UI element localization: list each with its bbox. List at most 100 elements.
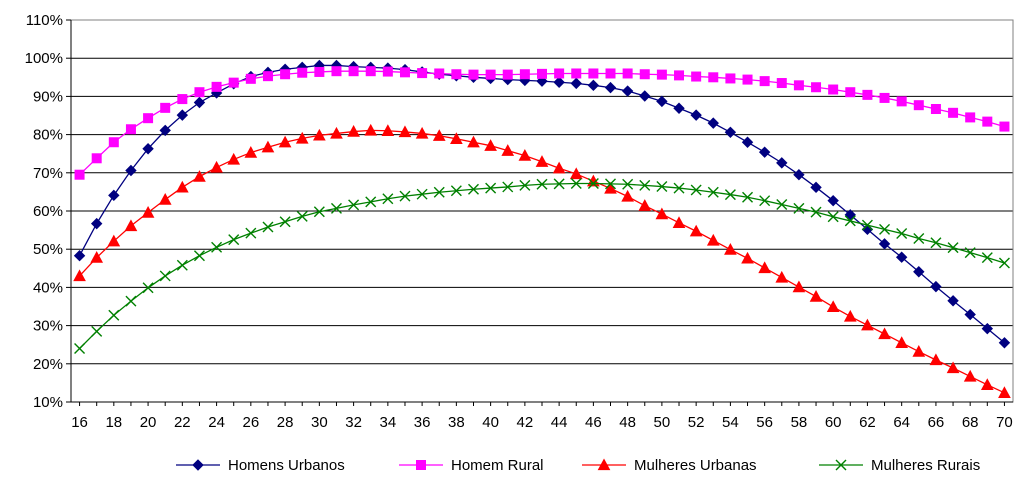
x-marker-stroke: [399, 190, 411, 202]
data-point: [621, 189, 634, 202]
y-tick-label: 30%: [33, 318, 63, 335]
data-point: [809, 290, 823, 302]
data-point: [792, 280, 806, 293]
data-point: [415, 126, 429, 139]
data-point: [570, 77, 582, 90]
data-point: [519, 179, 531, 191]
data-point: [742, 191, 754, 203]
data-point: [74, 343, 86, 355]
y-tick-label: 100%: [25, 50, 63, 67]
data-point: [656, 95, 668, 108]
data-point: [706, 233, 720, 246]
data-point: [673, 182, 685, 194]
x-marker-stroke: [844, 215, 856, 227]
legend-item: Mulheres Rurais: [819, 457, 980, 474]
data-point: [621, 85, 634, 97]
x-tick-label: 54: [722, 414, 739, 431]
x-tick-label: 66: [928, 414, 945, 431]
x-tick-label: 22: [174, 414, 191, 431]
data-point: [467, 135, 480, 148]
data-point: [330, 202, 342, 214]
x-tick-label: 20: [140, 414, 157, 431]
data-point: [74, 169, 85, 180]
data-point: [776, 157, 788, 169]
x-marker-stroke: [142, 282, 154, 294]
data-point: [588, 68, 599, 79]
x-tick-label: 48: [619, 414, 636, 431]
data-point: [741, 251, 754, 264]
data-point: [690, 184, 702, 196]
x-marker-stroke: [313, 206, 325, 218]
x-marker-stroke: [673, 182, 685, 194]
data-point: [537, 68, 547, 79]
data-point: [844, 209, 856, 221]
data-point: [741, 136, 754, 148]
data-point: [107, 234, 121, 247]
data-point: [278, 135, 292, 148]
data-point: [468, 69, 479, 80]
x-tick-label: 58: [791, 414, 808, 431]
data-point: [262, 221, 274, 233]
data-point: [963, 369, 977, 382]
data-point: [245, 227, 257, 239]
data-point: [347, 124, 360, 137]
data-point: [724, 189, 736, 201]
x-marker-stroke: [622, 178, 634, 190]
x-marker-stroke: [279, 216, 291, 228]
data-point: [929, 353, 943, 366]
x-marker-stroke: [296, 210, 308, 222]
x-tick-label: 68: [962, 414, 979, 431]
data-point: [793, 169, 805, 181]
x-tick-label: 18: [105, 414, 122, 431]
legend: Homens Urbanos Homem Rural Mulheres Urbana…: [176, 457, 980, 474]
data-point: [432, 129, 446, 141]
data-point: [998, 257, 1010, 269]
series-homens-urbanos: [73, 59, 1011, 349]
data-point: [382, 193, 394, 205]
data-point: [262, 71, 273, 82]
data-point: [656, 181, 668, 193]
data-point: [451, 69, 462, 80]
data-point: [827, 211, 839, 223]
data-point: [998, 337, 1011, 349]
data-point: [485, 182, 497, 194]
data-point: [158, 192, 172, 205]
x-marker-stroke: [228, 234, 240, 246]
data-point: [724, 243, 737, 255]
data-point: [553, 76, 565, 88]
data-point: [331, 66, 342, 77]
data-point: [673, 102, 685, 114]
data-point: [211, 81, 222, 92]
x-marker-stroke: [587, 178, 599, 189]
x-marker-stroke: [348, 199, 360, 211]
data-point: [879, 223, 891, 235]
data-point: [554, 68, 565, 79]
data-point: [587, 178, 599, 189]
x-tick-label: 24: [208, 414, 225, 431]
data-point: [228, 234, 240, 246]
data-point: [930, 237, 942, 249]
x-marker-stroke: [485, 182, 497, 194]
data-point: [605, 68, 616, 79]
x-tick-label: 70: [996, 414, 1013, 431]
x-tick-label: 44: [551, 414, 568, 431]
y-tick-label: 40%: [33, 279, 63, 296]
x-marker-stroke: [433, 186, 445, 198]
data-point: [175, 180, 189, 193]
data-point: [313, 206, 325, 218]
x-marker-stroke: [605, 178, 617, 190]
data-point: [176, 259, 188, 271]
x-marker-stroke: [690, 184, 702, 196]
data-point: [930, 104, 941, 115]
x-tick-label: 32: [345, 414, 362, 431]
x-marker-stroke: [416, 188, 428, 200]
data-point: [878, 327, 891, 340]
data-point: [125, 124, 136, 135]
data-point: [159, 270, 171, 282]
data-point: [536, 178, 548, 190]
data-point: [810, 206, 822, 218]
y-axis-ticks: 10% 20% 30% 40% 50% 60% 70% 80% 90% 100% 110%: [25, 12, 71, 411]
data-point: [279, 216, 291, 228]
data-point: [450, 132, 463, 144]
data-point: [518, 149, 532, 161]
